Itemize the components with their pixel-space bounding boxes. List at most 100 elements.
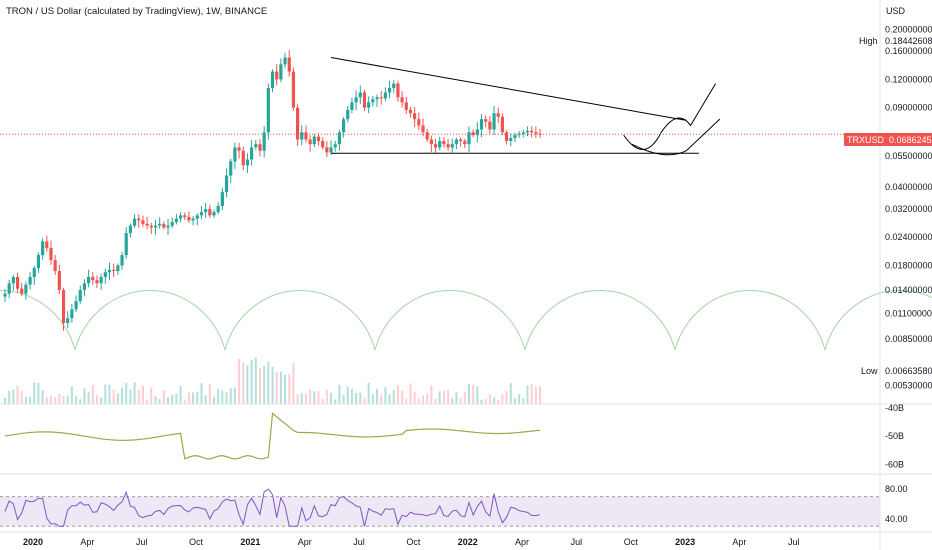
candle-body [404, 102, 408, 110]
candle-body [24, 284, 28, 294]
candles[interactable] [3, 50, 542, 331]
volume-bar [121, 387, 124, 404]
candle-body [291, 71, 296, 108]
rsi-tick-label: 40.00 [885, 514, 908, 524]
volume-bar [472, 384, 475, 404]
candle-body [199, 212, 204, 216]
volume-bar [413, 391, 416, 404]
candle-body [484, 119, 488, 122]
volume-bar [271, 366, 274, 404]
candle-body [120, 255, 124, 266]
price-tick-label: 0.02400000 [885, 232, 932, 242]
price-tick-label: 0.04000000 [885, 182, 932, 192]
candle-body [459, 139, 463, 142]
volume-bar [175, 393, 178, 404]
candle-body [316, 136, 321, 142]
obv-tick-label: -60B [885, 459, 904, 469]
volume-bar [217, 389, 220, 404]
volume-bar [116, 393, 119, 404]
volume-bar [330, 392, 333, 404]
time-tick-label: Jul [353, 537, 365, 547]
candle-body [375, 97, 379, 100]
cycle-arc [74, 290, 226, 351]
volume-bar [16, 385, 19, 404]
candle-body [237, 147, 241, 151]
candle-body [521, 132, 525, 134]
volume-bar [463, 392, 466, 404]
volume-bar [246, 365, 249, 404]
candle-body [479, 119, 484, 130]
candle-body [341, 119, 346, 133]
volume-bar [158, 399, 161, 404]
candle-body [392, 83, 396, 88]
time-tick-label: 2021 [240, 537, 260, 547]
candle-body [74, 301, 78, 310]
currency-label: USD [886, 6, 906, 16]
candle-body [3, 293, 7, 297]
time-tick-label: 2020 [23, 537, 43, 547]
candle-body [287, 57, 291, 72]
candle-body [266, 87, 270, 133]
candle-body [229, 161, 233, 176]
cycle-arc [674, 290, 826, 351]
volume-bar [501, 394, 504, 404]
volume-bar [229, 388, 232, 404]
volume-bar [371, 394, 374, 404]
volume-bar [192, 392, 195, 404]
trend-drawings[interactable] [330, 57, 721, 156]
candle-body [454, 139, 459, 145]
volume-bar [417, 398, 420, 404]
obv-tick-label: -40B [885, 403, 904, 413]
candle-body [224, 175, 229, 193]
candle-body [183, 215, 187, 217]
volume-bar [476, 386, 479, 404]
volume-bar [338, 384, 341, 404]
volume-bar [167, 397, 170, 404]
volume-bar [37, 382, 40, 404]
candle-body [178, 215, 183, 219]
candle-body [438, 141, 442, 148]
volume-bar [380, 395, 383, 404]
volume-bar [467, 384, 470, 404]
candle-body [158, 223, 162, 226]
volume-bar [426, 393, 429, 404]
candle-body [463, 141, 467, 145]
candle-body [124, 233, 128, 256]
volume-bar [183, 399, 186, 404]
candle-body [107, 269, 112, 273]
volume-bar [179, 385, 182, 404]
candle-body [49, 247, 53, 261]
volume-bar [62, 395, 65, 404]
volume-bar [509, 383, 512, 404]
volume-bar [45, 396, 48, 404]
volume-bar [83, 388, 86, 404]
volume-bar [405, 398, 408, 404]
volume-bar [522, 398, 525, 404]
volume-bar [79, 399, 82, 404]
volume-bar [304, 393, 307, 404]
candle-body [475, 129, 479, 136]
candle-body [116, 265, 120, 272]
time-tick-label: Apr [80, 537, 94, 547]
candle-body [70, 309, 74, 319]
candle-body [145, 223, 149, 226]
volume-bar [480, 399, 483, 404]
volume-bar [66, 395, 69, 404]
candle-body [367, 102, 371, 108]
price-tick-label: 0.01100000 [885, 309, 932, 319]
candle-body [296, 107, 300, 140]
volume-bar [41, 390, 44, 404]
volume-bar [87, 392, 90, 404]
candle-body [283, 57, 287, 65]
volume-bar [488, 394, 491, 404]
candle-body [446, 144, 450, 148]
candle-body [371, 99, 375, 103]
candle-body [41, 241, 45, 256]
volume-bar [204, 395, 207, 404]
low-badge: Low 0.00663580 [861, 366, 932, 376]
volume-bar [154, 395, 157, 404]
candle-body [396, 83, 400, 98]
candle-body [325, 147, 329, 153]
volume-bar [200, 383, 203, 404]
